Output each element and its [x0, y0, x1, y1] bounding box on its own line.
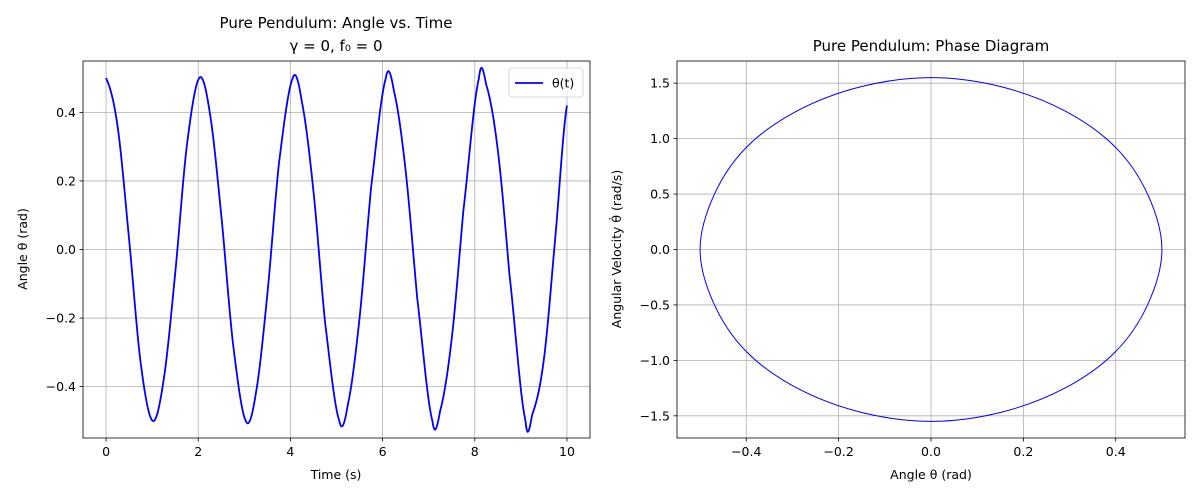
angle-vs-time-x-axis-label: Time (s): [310, 467, 362, 482]
x-tick-label: −0.2: [823, 444, 853, 459]
x-tick-label: 4: [286, 444, 294, 459]
phase-diagram-x-axis-label: Angle θ (rad): [890, 467, 972, 482]
y-tick-label: 0.0: [56, 242, 76, 257]
x-tick-label: 0.0: [921, 444, 941, 459]
angle-vs-time-title: Pure Pendulum: Angle vs. Time: [220, 14, 453, 32]
x-tick-label: 0.2: [1013, 444, 1033, 459]
y-tick-label: −1.5: [640, 408, 670, 423]
y-tick-label: −0.2: [46, 311, 76, 326]
legend-label: θ(t): [552, 76, 574, 91]
phase-diagram-ticks: −0.4 −0.2 0.0 0.2 0.4 −1.5 −1.0 −0.5 0.0 0.5 1.0 1.…: [640, 76, 1126, 459]
x-tick-label: 2: [194, 444, 202, 459]
phase-diagram-chart: −0.4 −0.2 0.0 0.2 0.4 −1.5 −1.0 −0.5 0.0 0.5 1.0 1.…: [609, 37, 1185, 482]
y-tick-label: 0.4: [56, 105, 76, 120]
y-tick-label: −0.5: [640, 297, 670, 312]
angle-vs-time-y-axis-label: Angle θ (rad): [15, 208, 30, 290]
angle-vs-time-chart: 0 2 4 6 8 10 −0.4 −0.2 0.0 0.2 0.4 Pure Pendulum: …: [15, 14, 590, 482]
phase-diagram-title: Pure Pendulum: Phase Diagram: [813, 37, 1049, 55]
x-tick-label: 0.4: [1106, 444, 1126, 459]
y-tick-label: 0.0: [650, 242, 670, 257]
y-tick-label: 1.5: [650, 76, 670, 91]
y-tick-label: −0.4: [46, 379, 76, 394]
x-tick-label: 6: [379, 444, 387, 459]
angle-vs-time-legend: θ(t): [509, 68, 583, 97]
y-tick-label: 0.5: [650, 187, 670, 202]
angle-vs-time-grid: [83, 61, 590, 438]
phase-diagram-grid: [677, 61, 1185, 438]
x-tick-label: −0.4: [731, 444, 761, 459]
y-tick-label: −1.0: [640, 353, 670, 368]
angle-vs-time-subtitle: γ = 0, f₀ = 0: [289, 37, 382, 55]
y-tick-label: 1.0: [650, 131, 670, 146]
x-tick-label: 0: [102, 444, 110, 459]
y-tick-label: 0.2: [56, 173, 76, 188]
phase-diagram-y-axis-label: Angular Velocity θ̇ (rad/s): [609, 170, 624, 328]
x-tick-label: 8: [471, 444, 479, 459]
x-tick-label: 10: [559, 444, 575, 459]
